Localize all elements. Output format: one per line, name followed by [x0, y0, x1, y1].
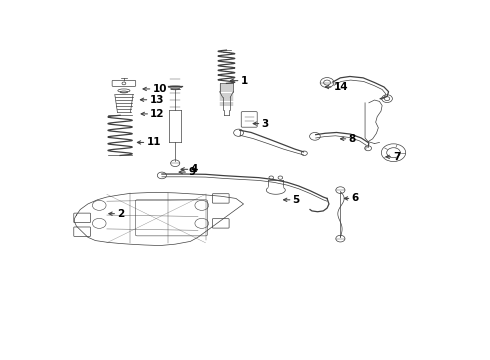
Text: 13: 13	[149, 95, 164, 105]
Text: 7: 7	[393, 152, 400, 162]
Text: 12: 12	[150, 109, 165, 119]
Text: 4: 4	[190, 164, 198, 174]
Circle shape	[122, 82, 126, 85]
Text: 5: 5	[293, 195, 300, 205]
Text: 3: 3	[261, 118, 269, 129]
Text: 9: 9	[188, 167, 195, 177]
Text: 11: 11	[147, 138, 161, 148]
Text: 10: 10	[152, 84, 167, 94]
Text: 1: 1	[241, 76, 248, 86]
Text: 2: 2	[117, 209, 124, 219]
Text: 14: 14	[334, 82, 348, 92]
Text: 8: 8	[348, 134, 356, 144]
Text: 6: 6	[351, 193, 359, 203]
